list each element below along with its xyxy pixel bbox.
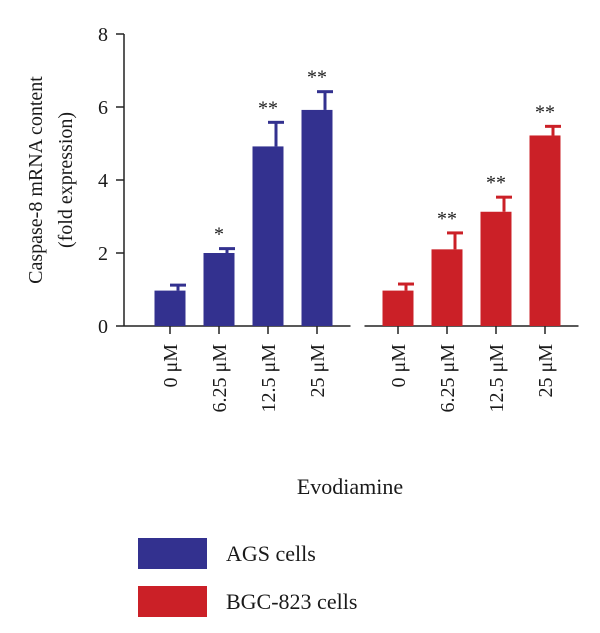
y-axis-title-line-2: (fold expression) [55, 112, 77, 248]
significance-marker: ** [437, 208, 457, 230]
bar [529, 135, 561, 326]
legend-label: AGS cells [226, 541, 316, 566]
y-axis-title-line-1: Caspase-8 mRNA content [25, 76, 47, 284]
bar [480, 211, 512, 326]
bar [203, 253, 235, 326]
y-tick-label: 2 [98, 243, 108, 265]
x-tick-label: 25 μM [307, 344, 329, 398]
significance-marker: ** [307, 67, 327, 89]
x-tick-label: 6.25 μM [437, 344, 459, 413]
bar [382, 290, 414, 326]
x-tick-label: 0 μM [160, 344, 182, 388]
legend-label: BGC-823 cells [226, 589, 357, 614]
x-tick-label: 12.5 μM [258, 344, 280, 413]
x-tick-label: 25 μM [535, 344, 557, 398]
bar [301, 109, 333, 326]
x-tick-labels: 0 μM 6.25 μM 12.5 μM 25 μM 0 μM 6.25 μM 12.5 μ… [160, 326, 557, 413]
bars: *********** [124, 67, 579, 327]
significance-marker: ** [258, 97, 278, 119]
x-tick-label: 6.25 μM [209, 344, 231, 413]
y-tick-label: 0 [98, 316, 108, 338]
y-tick-label: 6 [98, 97, 108, 119]
significance-marker: ** [486, 172, 506, 194]
legend-swatch [138, 538, 207, 569]
y-tick-label: 8 [98, 24, 108, 46]
significance-marker: * [214, 224, 224, 246]
x-axis-title: Evodiamine [297, 474, 403, 499]
bar [252, 146, 284, 326]
significance-marker: ** [535, 101, 555, 123]
y-axis: 0 2 4 6 8 [98, 24, 125, 338]
y-tick-label: 4 [98, 170, 108, 192]
legend: AGS cells BGC-823 cells [138, 538, 357, 617]
x-tick-label: 12.5 μM [486, 344, 508, 413]
bar [431, 249, 463, 326]
bar [154, 290, 186, 326]
x-tick-label: 0 μM [388, 344, 410, 388]
legend-swatch [138, 586, 207, 617]
